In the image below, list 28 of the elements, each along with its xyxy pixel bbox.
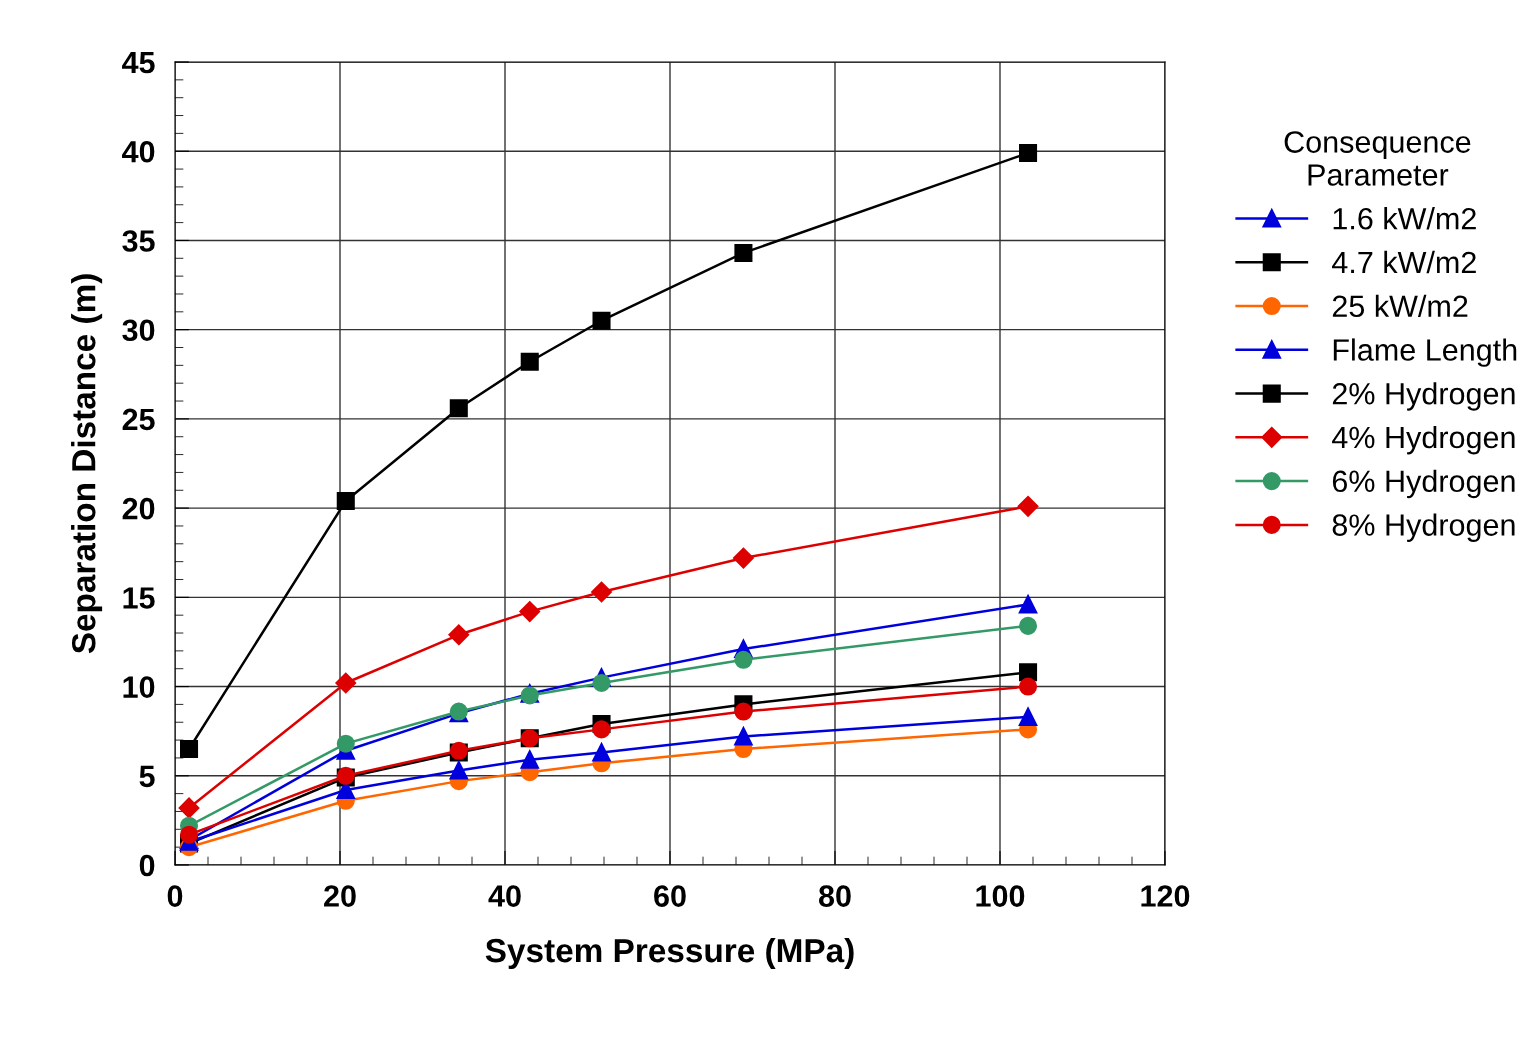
legend-title: Consequence Parameter: [1284, 131, 1471, 186]
legend-label: 25 kW/m2: [1332, 294, 1468, 318]
legend-label: 1.6 kW/m2: [1333, 207, 1476, 230]
x-tick-label: 40: [488, 885, 521, 907]
y-tick-label: 5: [139, 765, 155, 788]
x-tick-label: 120: [1141, 885, 1190, 907]
legend-label: Flame Length: [1333, 338, 1517, 367]
x-tick-label: 0: [167, 885, 183, 907]
legend-label: 4% Hydrogen: [1332, 425, 1515, 455]
legend-label: 8% Hydrogen: [1332, 513, 1515, 542]
x-tick-label: 20: [324, 885, 356, 907]
y-tick-label: 30: [122, 319, 155, 342]
y-tick-label: 40: [122, 140, 155, 163]
y-tick-label: 45: [122, 52, 155, 74]
y-tick-label: 20: [122, 497, 155, 520]
y-tick-label: 0: [139, 854, 155, 877]
y-tick-label: 25: [122, 408, 155, 431]
y-tick-label: 35: [122, 230, 155, 252]
legend-label: 2% Hydrogen: [1332, 382, 1515, 411]
y-axis-title: Separation Distance (m): [71, 274, 103, 654]
x-axis-title: System Pressure (MPa): [485, 937, 854, 969]
x-tick-label: 80: [818, 885, 851, 907]
y-tick-label: 10: [123, 676, 155, 698]
legend-label: 6% Hydrogen: [1332, 469, 1515, 499]
y-tick-label: 15: [123, 587, 155, 609]
legend-label: 4.7 kW/m2: [1332, 250, 1476, 274]
x-tick-label: 60: [654, 885, 686, 907]
x-tick-label: 100: [976, 885, 1025, 907]
